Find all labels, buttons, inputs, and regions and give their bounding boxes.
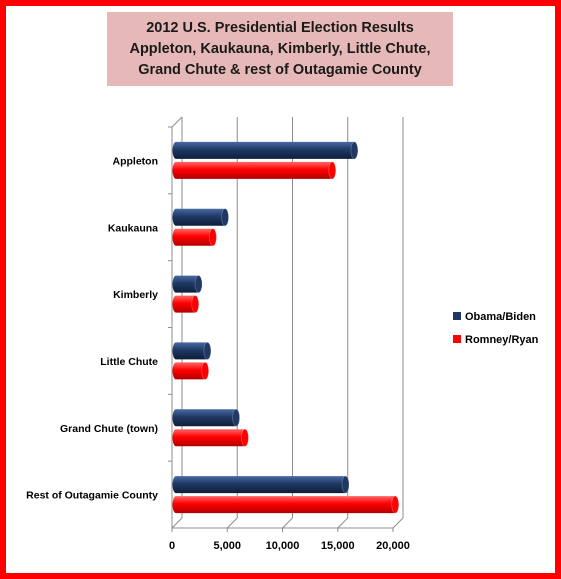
bar-cap xyxy=(391,495,400,514)
bar-body xyxy=(172,342,211,360)
bar-body xyxy=(172,141,358,159)
legend: Obama/Biden Romney/Ryan xyxy=(453,311,539,346)
bar-cap xyxy=(203,342,212,360)
labels-layer: 0 5,000 10,000 15,000 20,000 Appleton Kaukauna… xyxy=(26,155,410,552)
category-label: Grand Chute (town) xyxy=(60,423,158,435)
gridline-floor xyxy=(337,517,349,529)
y-axis-depth-top xyxy=(171,116,183,128)
gridline-floor xyxy=(171,517,183,529)
bar-obama-biden xyxy=(172,141,359,160)
legend-swatch xyxy=(453,312,461,320)
gridline-floor xyxy=(392,517,404,529)
bar-body xyxy=(172,275,203,293)
bar-body xyxy=(172,295,199,313)
bar-cap xyxy=(350,141,359,160)
bar-body xyxy=(172,409,240,427)
chart-title-line-3: Grand Chute & rest of Outagamie County xyxy=(138,61,422,78)
gridline-floor xyxy=(226,517,238,529)
bar-cap xyxy=(191,295,200,313)
chart-title-line-2: Appleton, Kaukauna, Kimberly, Little Chu… xyxy=(129,40,431,57)
bar-cap xyxy=(194,275,203,293)
chart-title: 2012 U.S. Presidential Election Results … xyxy=(107,12,453,86)
bar-obama-biden xyxy=(172,275,203,293)
bar-romney-ryan xyxy=(172,228,217,247)
bar-body xyxy=(172,228,217,246)
bar-obama-biden xyxy=(172,342,212,360)
category-label: Kimberly xyxy=(113,289,158,301)
bar-romney-ryan xyxy=(172,161,337,180)
x-tick-label: 15,000 xyxy=(321,540,355,552)
x-tick-label: 20,000 xyxy=(376,540,410,552)
bar-body xyxy=(172,208,229,226)
category-label: Rest of Outagamie County xyxy=(26,490,158,502)
bar-romney-ryan xyxy=(172,428,249,447)
bar-romney-ryan xyxy=(172,362,210,380)
x-tick-label: 0 xyxy=(169,540,175,552)
x-tick-label: 10,000 xyxy=(266,540,300,552)
bars-layer xyxy=(172,141,400,514)
legend-label: Obama/Biden xyxy=(465,311,536,323)
x-tick-label: 5,000 xyxy=(213,540,241,552)
bar-body xyxy=(172,161,336,179)
bar-obama-biden xyxy=(172,408,240,427)
grid-layer xyxy=(168,116,404,532)
bar-romney-ryan xyxy=(172,295,200,313)
gridline-floor xyxy=(282,517,293,529)
bar-cap xyxy=(328,161,337,180)
bar-body xyxy=(172,362,209,380)
category-label: Kaukauna xyxy=(108,222,158,234)
category-label: Little Chute xyxy=(100,356,158,368)
bar-obama-biden xyxy=(172,208,229,227)
bar-cap xyxy=(341,475,350,494)
bar-cap xyxy=(208,228,217,247)
bar-cap xyxy=(201,362,210,380)
bar-body xyxy=(172,496,399,514)
bar-cap xyxy=(241,428,249,447)
bar-romney-ryan xyxy=(172,495,400,514)
legend-label: Romney/Ryan xyxy=(465,334,539,346)
bar-body xyxy=(172,476,349,494)
bar-obama-biden xyxy=(172,475,350,494)
chart-title-line-1: 2012 U.S. Presidential Election Results xyxy=(146,19,414,36)
bar-cap xyxy=(232,408,240,427)
legend-swatch xyxy=(453,335,461,343)
bar-body xyxy=(172,429,249,447)
category-label: Appleton xyxy=(113,155,159,167)
bar-cap xyxy=(221,208,229,227)
